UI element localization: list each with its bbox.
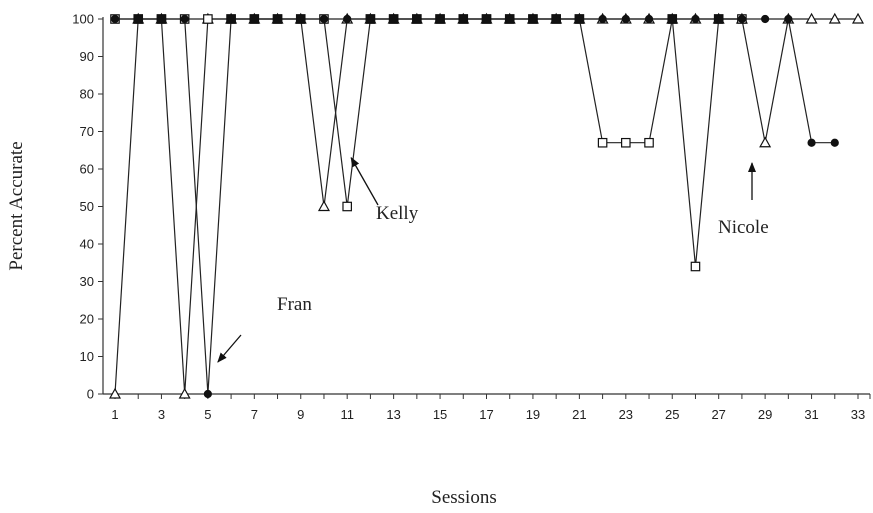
point-overlap [713, 14, 724, 24]
x-tick-label: 7 [251, 407, 258, 422]
point-fran [203, 389, 212, 399]
x-tick-label: 13 [386, 407, 400, 422]
point-nicole [108, 387, 122, 399]
x-tick-label: 19 [526, 407, 540, 422]
point-overlap [412, 14, 422, 24]
point-fran [180, 14, 189, 24]
point-kelly [621, 137, 631, 148]
series-layer [108, 12, 865, 399]
x-tick-label: 23 [619, 407, 633, 422]
point-fran [807, 138, 816, 147]
point-overlap [365, 14, 376, 24]
annotation-arrow-fran [217, 334, 242, 363]
x-tick-label: 29 [758, 407, 772, 422]
point-fran [761, 14, 770, 24]
x-tick-label: 21 [572, 407, 586, 422]
series-line-nicole [114, 18, 858, 395]
y-tick-label: 20 [80, 312, 94, 327]
annotation-arrow-kelly [350, 156, 379, 206]
y-tick-label: 0 [87, 387, 94, 402]
x-tick-label: 5 [204, 407, 211, 422]
point-fran [343, 14, 352, 24]
point-fran [691, 14, 700, 24]
point-fran [644, 14, 654, 24]
x-tick-label: 9 [297, 407, 304, 422]
point-kelly [690, 261, 701, 272]
x-tick-label: 11 [340, 407, 354, 422]
point-nicole [805, 12, 818, 24]
point-nicole [828, 12, 841, 24]
x-tick-label: 25 [665, 407, 679, 422]
annotation-label-kelly: Kelly [376, 203, 419, 224]
series-line-fran [115, 18, 835, 395]
point-overlap [551, 14, 561, 24]
point-kelly [597, 137, 608, 148]
point-overlap [667, 14, 677, 24]
point-fran [110, 14, 120, 24]
point-overlap [481, 14, 492, 24]
y-tick-label: 10 [80, 349, 94, 364]
point-overlap [296, 14, 306, 24]
point-overlap [505, 14, 515, 24]
point-overlap [528, 14, 538, 24]
point-kelly [203, 14, 213, 24]
y-tick-label: 40 [80, 237, 94, 252]
point-overlap [388, 14, 399, 24]
y-tick-label: 80 [80, 87, 94, 102]
point-nicole [851, 12, 865, 24]
point-overlap [133, 14, 143, 24]
point-overlap [249, 14, 260, 24]
x-tick-label: 31 [804, 407, 818, 422]
annotation-label-nicole: Nicole [718, 217, 769, 238]
point-kelly [644, 137, 654, 148]
annotations: Fran Kelly Nicole [217, 156, 769, 363]
point-fran [621, 14, 630, 24]
x-tick-label: 27 [711, 407, 725, 422]
y-tick-label: 30 [80, 274, 94, 289]
point-fran [784, 14, 793, 24]
x-tick-label: 15 [433, 407, 447, 422]
x-axis-title: Sessions [431, 487, 496, 508]
point-overlap [458, 14, 468, 24]
point-fran [319, 14, 329, 24]
y-tick-label: 50 [80, 199, 94, 214]
y-tick-label: 90 [80, 49, 94, 64]
y-tick-label: 100 [72, 12, 94, 27]
y-axis-title: Percent Accurate [6, 141, 27, 270]
x-tick-label: 17 [479, 407, 493, 422]
point-nicole [759, 136, 772, 148]
point-overlap [156, 14, 167, 24]
point-fran [830, 138, 839, 147]
point-overlap [435, 14, 445, 24]
point-overlap [272, 14, 283, 24]
x-tick-label: 1 [111, 407, 118, 422]
point-overlap [574, 14, 585, 24]
x-tick-label: 33 [851, 407, 865, 422]
annotation-label-fran: Fran [277, 294, 312, 315]
y-tick-label: 70 [80, 124, 94, 139]
point-fran [737, 14, 747, 24]
y-tick-label: 60 [80, 162, 94, 177]
point-kelly [342, 201, 352, 212]
point-nicole [178, 387, 191, 399]
point-fran [598, 14, 607, 24]
point-overlap [226, 14, 236, 24]
point-nicole [317, 200, 330, 212]
x-tick-label: 3 [158, 407, 165, 422]
